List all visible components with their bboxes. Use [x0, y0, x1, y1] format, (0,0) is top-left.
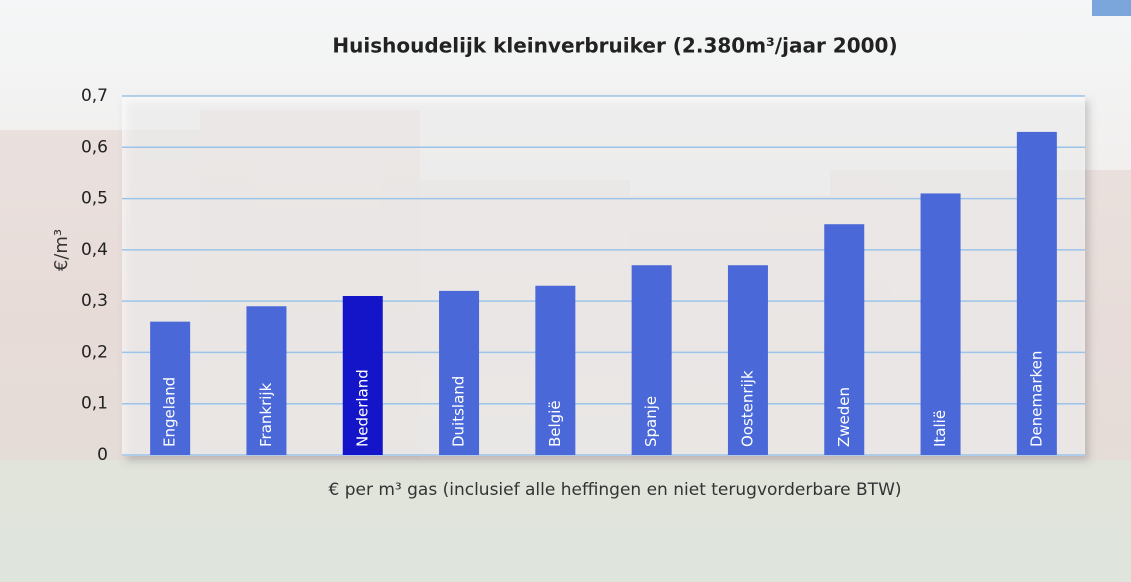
corner-tab: [1092, 0, 1131, 16]
y-tick-label: 0,5: [81, 189, 108, 209]
bar-category-label: Duitsland: [450, 376, 468, 447]
bar-category-label: België: [546, 400, 564, 447]
chart-title: Huishoudelijk kleinverbruiker (2.380m³/j…: [332, 34, 897, 58]
bar-category-label: Italië: [931, 410, 949, 447]
y-tick-label: 0: [97, 445, 108, 465]
y-tick-label: 0,7: [81, 86, 108, 106]
y-tick-label: 0,6: [81, 137, 108, 157]
y-axis-label: €/m³: [51, 229, 72, 271]
bar-category-label: Oostenrijk: [738, 370, 756, 447]
bar-category-label: Denemarken: [1027, 351, 1045, 447]
y-tick-label: 0,1: [81, 394, 108, 414]
bar-category-label: Spanje: [642, 396, 660, 447]
chart: Huishoudelijk kleinverbruiker (2.380m³/j…: [0, 0, 1131, 582]
y-tick-label: 0,2: [81, 342, 108, 362]
bar-category-label: Nederland: [353, 369, 371, 447]
bar-category-label: Engeland: [161, 377, 179, 447]
y-tick-label: 0,3: [81, 291, 108, 311]
y-tick-label: 0,4: [81, 240, 108, 260]
bar-category-label: Frankrijk: [257, 382, 275, 447]
x-axis-label: € per m³ gas (inclusief alle heffingen e…: [328, 480, 901, 500]
bar-category-label: Zweden: [835, 387, 853, 447]
